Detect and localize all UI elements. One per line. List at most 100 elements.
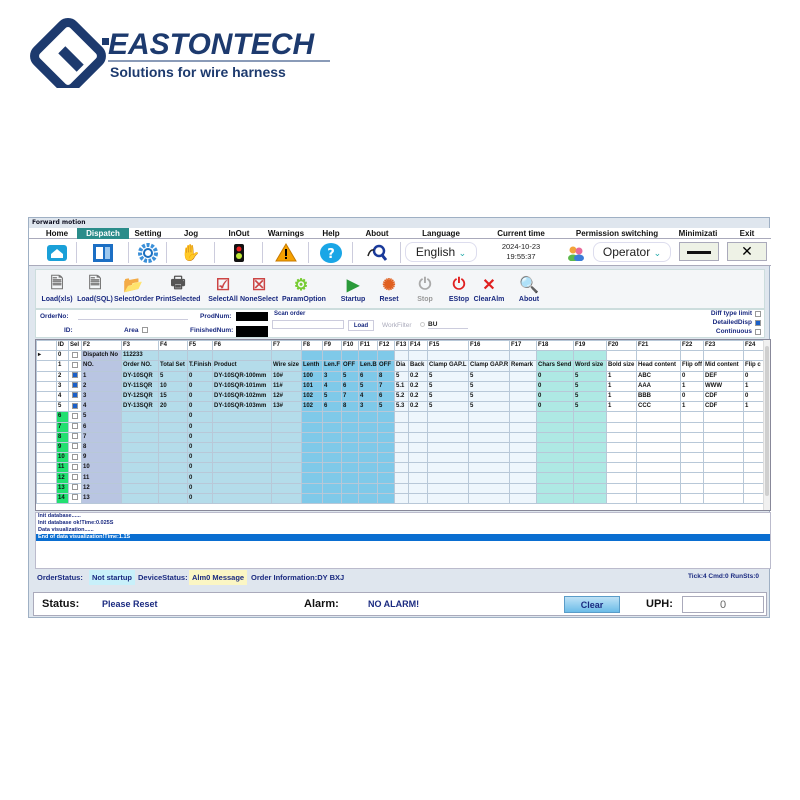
cell[interactable]: 5 (158, 370, 188, 382)
cell[interactable]: Head content (636, 360, 681, 372)
cell[interactable]: 1 (606, 390, 637, 403)
cell[interactable]: 8 (377, 370, 395, 382)
row-selector[interactable] (36, 411, 57, 423)
cell[interactable] (606, 421, 637, 433)
select-cell[interactable] (68, 370, 82, 382)
cell[interactable]: 101 (301, 380, 323, 392)
cell[interactable]: 0.2 (408, 380, 428, 392)
cell[interactable]: Word size (573, 360, 607, 372)
cell[interactable] (606, 441, 637, 454)
cell[interactable] (427, 411, 469, 423)
cell[interactable] (573, 350, 607, 362)
cell[interactable]: 5 (573, 401, 607, 413)
cell[interactable] (536, 421, 574, 433)
tab-home[interactable]: Home (45, 229, 69, 238)
cell[interactable]: 0 (187, 421, 213, 433)
id-cell[interactable]: 7 (56, 421, 69, 433)
cell[interactable]: 7 (341, 390, 359, 403)
column-header[interactable]: F2 (81, 340, 122, 352)
cell[interactable] (341, 441, 359, 454)
cell[interactable] (358, 431, 378, 443)
tab-inout[interactable]: InOut (228, 229, 250, 238)
table-row[interactable]: 11 10 0 (36, 462, 764, 474)
cell[interactable]: 6 (377, 390, 395, 403)
cell[interactable] (121, 472, 159, 484)
cell[interactable] (394, 462, 409, 474)
cell[interactable] (636, 492, 681, 505)
cell[interactable] (573, 462, 607, 474)
cell[interactable] (341, 431, 359, 443)
cell[interactable] (271, 441, 302, 454)
cell[interactable]: 4 (358, 390, 378, 403)
cell[interactable] (408, 492, 428, 505)
column-header[interactable]: ID (56, 340, 69, 352)
cell[interactable] (680, 350, 704, 362)
cell[interactable] (212, 350, 272, 362)
cell[interactable] (468, 421, 510, 433)
cell[interactable] (743, 431, 764, 443)
cell[interactable]: T.Finish (187, 360, 213, 372)
cell[interactable] (427, 421, 469, 433)
row-checkbox[interactable] (72, 463, 78, 470)
cell[interactable]: 7 (377, 380, 395, 392)
cell[interactable]: 0 (187, 411, 213, 423)
cell[interactable] (322, 431, 342, 443)
cell[interactable] (377, 350, 395, 362)
cell[interactable] (743, 350, 764, 362)
cell[interactable] (377, 452, 395, 464)
cell[interactable] (743, 472, 764, 484)
select-cell[interactable] (68, 380, 82, 392)
cell[interactable]: 112233 (121, 350, 159, 362)
column-header[interactable]: Sel (68, 340, 82, 352)
cell[interactable] (703, 350, 744, 362)
cell[interactable]: 3 (322, 370, 342, 382)
cell[interactable]: Chars Send (536, 360, 574, 372)
cell[interactable] (158, 482, 188, 494)
cell[interactable] (427, 350, 469, 362)
cell[interactable] (427, 472, 469, 484)
cell[interactable] (509, 431, 537, 443)
cell[interactable] (636, 441, 681, 454)
cell[interactable]: Len.B (358, 360, 378, 372)
cell[interactable] (341, 421, 359, 433)
toolbar-noneselect-button[interactable]: ☒ NoneSelect (240, 274, 278, 303)
cell[interactable]: 5 (358, 380, 378, 392)
cell[interactable]: 12 (81, 482, 122, 494)
hand-icon[interactable]: ✋ (167, 242, 215, 263)
diff-type-limit-checkbox[interactable] (755, 311, 761, 317)
toolbar-estop-button[interactable]: ⏻ EStop (440, 274, 478, 303)
table-row[interactable]: 2 1 DY-10SQR 5 0 DY-10SQR-100mm 10# 100 3 5 6 8 5 0.2… (36, 370, 764, 382)
cell[interactable]: 100 (301, 370, 323, 382)
cell[interactable]: 5 (377, 401, 395, 413)
area-checkbox[interactable] (142, 327, 148, 333)
cell[interactable]: 5 (573, 380, 607, 392)
column-header[interactable]: F23 (703, 340, 744, 352)
cell[interactable] (121, 441, 159, 454)
cell[interactable]: 3 (358, 401, 378, 413)
row-selector[interactable] (36, 431, 57, 443)
toolbar-paramoption-button[interactable]: ⚙ ParamOption (282, 274, 326, 303)
toolbar-loadxls-button[interactable]: 🗎 Load(xls) (38, 274, 76, 304)
scrollbar-thumb[interactable] (765, 346, 769, 496)
cell[interactable] (394, 350, 409, 362)
cell[interactable]: 0 (187, 472, 213, 484)
cell[interactable]: CCC (636, 401, 681, 413)
cell[interactable] (408, 462, 428, 474)
column-header[interactable]: F6 (212, 340, 272, 352)
row-selector[interactable] (36, 380, 57, 392)
cell[interactable] (680, 411, 704, 423)
tab-setting[interactable]: Setting (134, 229, 162, 238)
cell[interactable] (636, 482, 681, 494)
cell[interactable] (121, 452, 159, 464)
cell[interactable]: 1 (680, 401, 704, 413)
cell[interactable]: 0 (187, 401, 213, 413)
cell[interactable]: 0 (187, 390, 213, 403)
cell[interactable] (271, 462, 302, 474)
column-header[interactable]: F22 (680, 340, 704, 352)
cell[interactable]: DY-10SQR (121, 370, 159, 382)
cell[interactable]: 12# (271, 390, 302, 403)
cell[interactable] (408, 431, 428, 443)
cell[interactable] (121, 431, 159, 443)
cell[interactable]: 0 (187, 492, 213, 505)
